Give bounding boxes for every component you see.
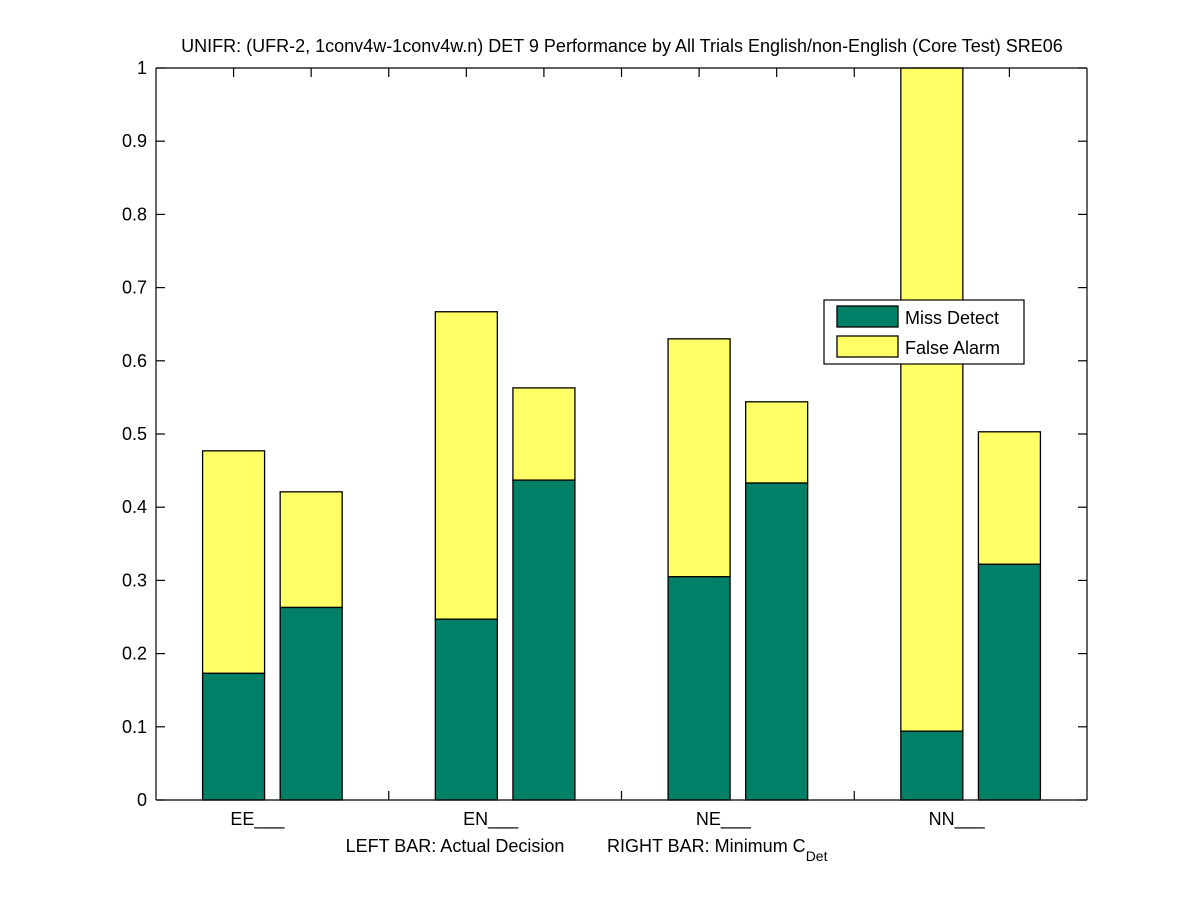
bar-false-alarm xyxy=(900,67,964,732)
bar-false-alarm xyxy=(512,387,576,481)
bar-false-alarm xyxy=(667,338,731,578)
legend-label-false-alarm: False Alarm xyxy=(905,338,1000,358)
bar-group xyxy=(434,311,498,801)
x-category-label: NE___ xyxy=(696,809,752,830)
x-axis-label: LEFT BAR: Actual Decision RIGHT BAR: Min… xyxy=(346,836,828,864)
bar-false-alarm xyxy=(434,311,498,620)
y-tick-label: 0.8 xyxy=(122,204,147,224)
bar-group xyxy=(977,431,1042,801)
y-tick-label: 0.5 xyxy=(122,424,147,444)
x-category-label: EE___ xyxy=(230,809,285,830)
bar-false-alarm xyxy=(201,450,266,675)
bar-miss-detect xyxy=(512,479,576,801)
bar-miss-detect xyxy=(279,606,343,801)
bar-false-alarm xyxy=(977,431,1042,565)
bar-miss-detect xyxy=(745,482,809,801)
bar-group xyxy=(900,67,964,801)
bar-group xyxy=(512,387,576,801)
y-tick-label: 0.9 xyxy=(122,131,147,151)
y-tick-label: 1 xyxy=(137,58,147,78)
y-tick-label: 0.4 xyxy=(122,497,147,517)
y-tick-label: 0 xyxy=(137,790,147,810)
bar-group xyxy=(667,338,731,801)
x-category-label: NN___ xyxy=(929,809,986,830)
bar-group xyxy=(201,450,266,801)
y-tick-label: 0.1 xyxy=(122,717,147,737)
y-tick-label: 0.3 xyxy=(122,570,147,590)
legend-swatch-false-alarm xyxy=(836,335,899,358)
legend-label-miss-detect: Miss Detect xyxy=(905,308,999,328)
x-axis-category-labels: EE___ EN___ NE___ NN___ xyxy=(230,809,985,830)
bar-miss-detect xyxy=(900,730,964,801)
y-tick-label: 0.7 xyxy=(122,278,147,298)
chart-title: UNIFR: (UFR-2, 1conv4w-1conv4w.n) DET 9 … xyxy=(181,36,1063,56)
bar-false-alarm xyxy=(745,401,809,484)
y-tick-label: 0.6 xyxy=(122,351,147,371)
bar-miss-detect xyxy=(201,672,266,801)
x-axis-label-left: LEFT BAR: Actual Decision xyxy=(346,836,565,856)
x-axis-label-right-text: RIGHT BAR: Minimum C xyxy=(607,836,806,856)
bar-miss-detect xyxy=(977,563,1042,801)
axes xyxy=(232,68,1011,800)
bar-group xyxy=(279,491,343,801)
bar-miss-detect xyxy=(667,576,731,801)
bar-false-alarm xyxy=(279,491,343,609)
x-axis-label-right-subscript: Det xyxy=(806,848,828,864)
axes-frame xyxy=(155,67,1088,801)
legend-swatch-miss-detect xyxy=(836,305,899,328)
bars-layer xyxy=(201,67,1042,801)
legend: Miss Detect False Alarm xyxy=(823,299,1025,365)
x-axis-label-right: RIGHT BAR: Minimum CDet xyxy=(607,836,828,864)
x-category-label: EN___ xyxy=(463,809,519,830)
bar-miss-detect xyxy=(434,618,498,801)
bar-group xyxy=(745,401,809,801)
y-tick-label: 0.2 xyxy=(122,644,147,664)
